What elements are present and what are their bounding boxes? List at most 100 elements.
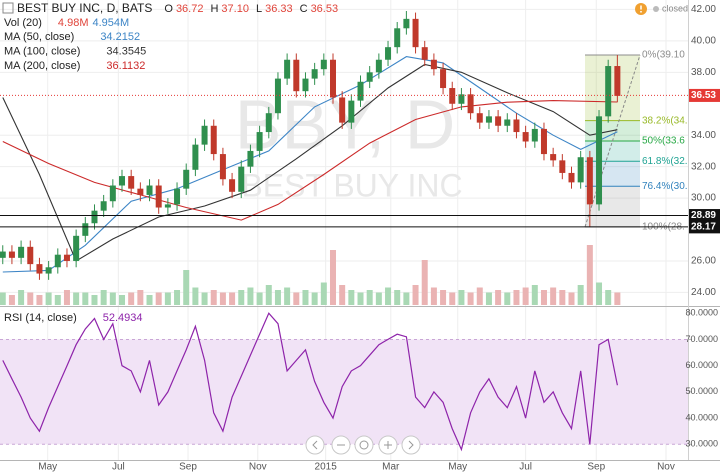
volume-bar [302, 290, 309, 305]
price-label: 28.89 [691, 210, 716, 221]
volume-bar [18, 290, 25, 305]
candle-body [192, 144, 199, 170]
rsi-band [0, 339, 688, 445]
candle-body [375, 59, 382, 73]
right-icon [408, 440, 414, 450]
ohlc-name: H [210, 3, 218, 15]
volume-bar [36, 295, 43, 305]
ma-legend-name: MA (200, close) [4, 60, 80, 72]
volume-bar [586, 245, 593, 305]
fib-level-label: 61.8%(32. [642, 156, 688, 167]
x-tick-label: Sep [587, 462, 605, 472]
y-tick-label: 34.00 [691, 130, 716, 141]
volume-bar [476, 287, 483, 305]
candle-body [366, 72, 373, 82]
candle-body [256, 132, 263, 151]
fib-level-label: 76.4%(30. [642, 181, 688, 192]
candle-body [238, 166, 245, 192]
volume-bar [192, 287, 199, 305]
ma-legend-value: 36.1132 [106, 60, 145, 72]
volume-bar [366, 290, 373, 305]
volume-bar [467, 292, 474, 305]
volume-bar [100, 290, 107, 305]
volume-bar [238, 290, 245, 305]
candle-body [458, 94, 465, 104]
candle-body [577, 157, 584, 183]
ohlc-name: C [300, 3, 308, 15]
candle-body [586, 157, 593, 205]
reset-button[interactable] [354, 435, 374, 455]
volume-bar [568, 292, 575, 305]
volume-bar [357, 292, 364, 305]
volume-bar [164, 292, 171, 305]
volume-bar [531, 285, 538, 305]
price-label-box [689, 209, 720, 223]
volume-bar [550, 287, 557, 305]
status-dot [653, 6, 659, 12]
ma-legend-value: 34.2152 [100, 31, 140, 43]
candle-body [311, 69, 318, 79]
volume-legend-value: 4.954M [93, 17, 130, 29]
scroll-right-button[interactable] [401, 435, 421, 455]
symbol-icon[interactable] [2, 2, 14, 14]
candle-body [421, 47, 428, 60]
candle-body [302, 78, 309, 92]
volume-bar [73, 292, 80, 305]
volume-bar [201, 292, 208, 305]
volume-bar [430, 287, 437, 305]
volume-bar [311, 292, 318, 305]
volume-bar [348, 290, 355, 305]
candle-body [119, 176, 126, 186]
candle-body [385, 47, 392, 60]
volume-bar [339, 285, 346, 305]
volume-bar [485, 292, 492, 305]
volume-bar [421, 260, 428, 305]
rsi-legend-value: 52.4934 [103, 312, 143, 324]
price-label-box [689, 220, 720, 234]
candle-body [504, 119, 511, 126]
volume-bar [577, 285, 584, 305]
rsi-tick-label: 40.0000 [685, 412, 718, 422]
ma-legend-name: MA (50, close) [4, 31, 74, 43]
moving-average-line [2, 100, 618, 221]
candle-body [73, 235, 80, 261]
candle-body [449, 88, 456, 104]
candle-body [219, 154, 226, 180]
volume-bar [605, 290, 612, 305]
candle-body [357, 81, 364, 101]
scroll-left-button[interactable] [305, 435, 325, 455]
y-tick-label: 32.00 [691, 161, 716, 172]
watermark-name: BEST BUY INC [241, 167, 462, 203]
candle-body [265, 113, 272, 133]
volume-bar [403, 292, 410, 305]
x-tick-label: 2015 [315, 462, 338, 472]
candle-body [430, 59, 437, 70]
volume-bar [210, 290, 217, 305]
x-tick-label: Jul [112, 462, 125, 472]
volume-bar [375, 292, 382, 305]
volume-bar [146, 295, 153, 305]
candle-body [329, 59, 336, 98]
volume-bar [320, 282, 327, 305]
fib-zone [585, 186, 640, 227]
candle-body [293, 59, 300, 92]
navigation-buttons [305, 435, 421, 455]
candle-body [614, 66, 621, 96]
candle-body [540, 128, 547, 155]
volume-bar [247, 287, 254, 305]
y-tick-label: 24.00 [691, 287, 716, 298]
volume-bar [458, 290, 465, 305]
candle-body [495, 116, 502, 126]
volume-bar [559, 290, 566, 305]
volume-bar [82, 292, 89, 305]
candle-body [109, 185, 116, 202]
volume-bar [183, 270, 190, 305]
rsi-tick-label: 70.0000 [685, 334, 718, 344]
rsi-line [2, 312, 618, 452]
plus-icon [384, 441, 392, 449]
candle-body [128, 176, 135, 189]
candle-body [394, 28, 401, 48]
rsi-tick-label: 50.0000 [685, 386, 718, 396]
candle-body [476, 113, 483, 123]
